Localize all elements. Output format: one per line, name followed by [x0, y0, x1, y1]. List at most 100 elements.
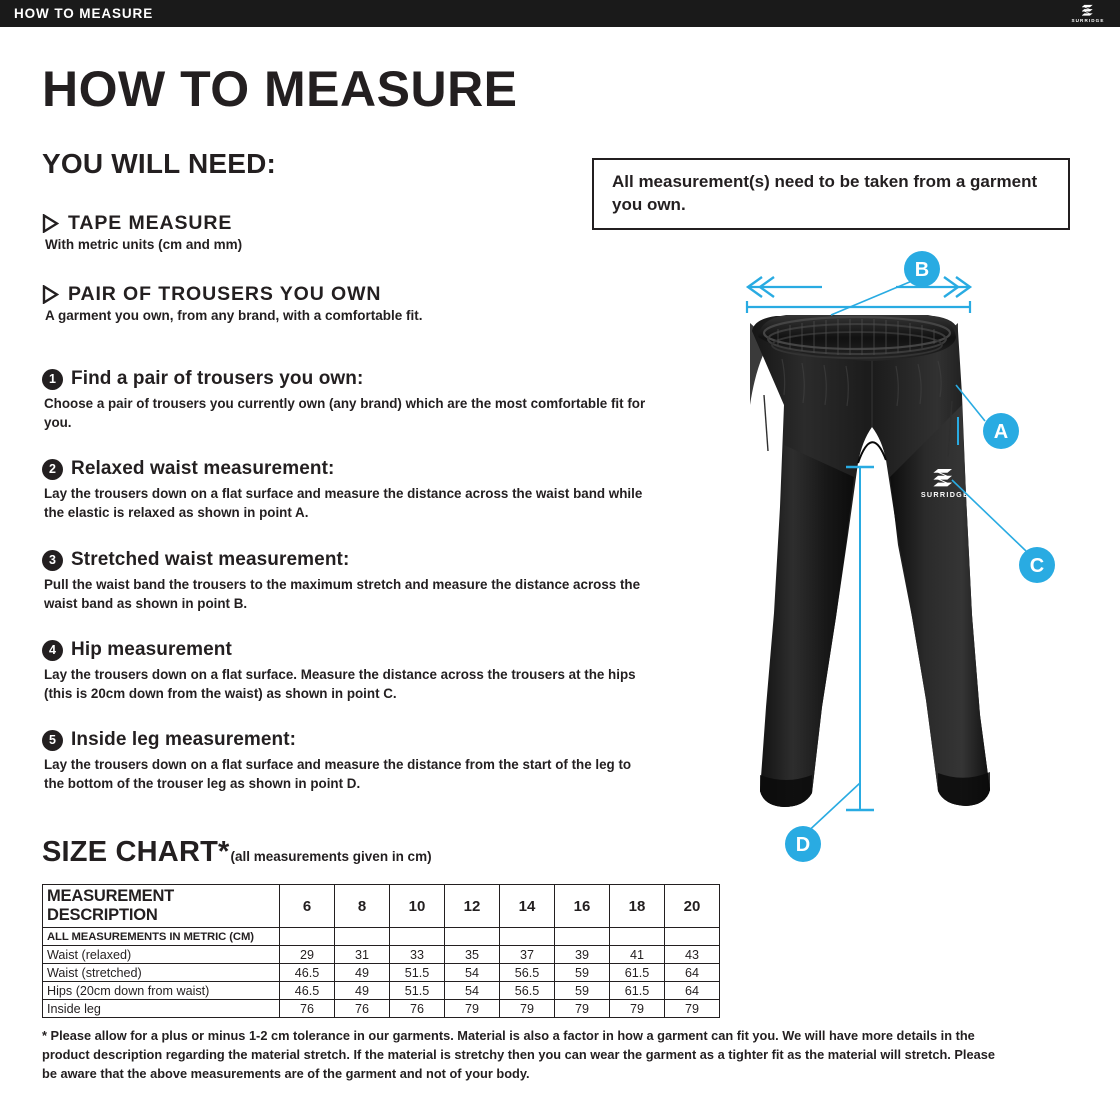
size-chart-note: (all measurements given in cm): [230, 849, 432, 864]
trousers-diagram-svg: SURRIDGE: [745, 251, 1055, 862]
cell-value: 46.5: [279, 963, 335, 982]
size-chart-table: MEASUREMENT DESCRIPTION 6 8 10 12 14 16 …: [42, 884, 720, 1018]
cell-value: 79: [609, 999, 665, 1018]
svg-text:C: C: [1030, 555, 1044, 577]
step-4: 4 Hip measurement Lay the trousers down …: [42, 639, 652, 703]
blank-cell: [389, 927, 445, 946]
cell-value: 41: [609, 945, 665, 964]
cell-value: 54: [444, 963, 500, 982]
need-item-trousers: PAIR OF TROUSERS YOU OWN A garment you o…: [42, 283, 423, 323]
step-body: Choose a pair of trousers you currently …: [44, 396, 646, 430]
blank-cell: [609, 927, 665, 946]
table-row-metric-note: ALL MEASUREMENTS IN METRIC (CM): [42, 927, 720, 946]
table-row: Hips (20cm down from waist) 46.5 49 51.5…: [42, 981, 720, 1000]
step-title: Inside leg measurement:: [71, 729, 297, 750]
cell-value: 43: [664, 945, 720, 964]
col-size-20: 20: [664, 884, 720, 928]
cell-value: 61.5: [609, 963, 665, 982]
cell-value: 46.5: [279, 981, 335, 1000]
metric-note-label: ALL MEASUREMENTS IN METRIC (CM): [42, 927, 280, 946]
marker-badge-a: A: [983, 413, 1019, 449]
col-size-8: 8: [334, 884, 390, 928]
col-size-12: 12: [444, 884, 500, 928]
cell-value: 51.5: [389, 963, 445, 982]
step-number-badge: 2: [42, 458, 63, 480]
marker-badge-b: B: [904, 251, 940, 287]
col-size-18: 18: [609, 884, 665, 928]
page-title: HOW TO MEASURE: [42, 61, 518, 117]
you-will-need-heading: YOU WILL NEED:: [42, 148, 277, 179]
svg-text:B: B: [915, 259, 929, 281]
step-title: Hip measurement: [71, 639, 232, 660]
col-size-10: 10: [389, 884, 445, 928]
measure-line-d: [801, 465, 874, 838]
surridge-logo: SURRIDGE: [1066, 2, 1110, 25]
need-item-tape-measure: TAPE MEASURE With metric units (cm and m…: [42, 212, 242, 252]
cell-value: 76: [334, 999, 390, 1018]
col-size-14: 14: [499, 884, 555, 928]
step-body: Pull the waist band the trousers to the …: [44, 577, 641, 611]
cell-value: 61.5: [609, 981, 665, 1000]
row-label: Waist (relaxed): [42, 945, 280, 964]
need-item-title: TAPE MEASURE: [68, 212, 233, 234]
cell-value: 79: [554, 999, 610, 1018]
svg-text:A: A: [994, 421, 1008, 443]
row-label: Waist (stretched): [42, 963, 280, 982]
cell-value: 64: [664, 963, 720, 982]
marker-badge-d: D: [785, 826, 821, 862]
table-row: Inside leg 76 76 76 79 79 79 79 79: [42, 999, 720, 1018]
cell-value: 79: [499, 999, 555, 1018]
step-number-badge: 4: [42, 639, 63, 661]
step-2: 2 Relaxed waist measurement: Lay the tro…: [42, 458, 652, 522]
table-header-row: MEASUREMENT DESCRIPTION 6 8 10 12 14 16 …: [42, 884, 720, 928]
cell-value: 49: [334, 981, 390, 1000]
cell-value: 37: [499, 945, 555, 964]
step-body: Lay the trousers down on a flat surface …: [44, 757, 632, 791]
blank-cell: [444, 927, 500, 946]
cell-value: 64: [664, 981, 720, 1000]
table-row: Waist (relaxed) 29 31 33 35 37 39 41 43: [42, 945, 720, 964]
blank-cell: [664, 927, 720, 946]
measure-leader-c: [951, 479, 1027, 552]
step-title: Relaxed waist measurement:: [71, 458, 335, 479]
need-item-sub: A garment you own, from any brand, with …: [45, 308, 423, 323]
step-body: Lay the trousers down on a flat surface.…: [44, 667, 636, 701]
cell-value: 35: [444, 945, 500, 964]
callout-box: All measurement(s) need to be taken from…: [592, 158, 1070, 230]
step-body: Lay the trousers down on a flat surface …: [44, 486, 643, 520]
blank-cell: [554, 927, 610, 946]
header-title: HOW TO MEASURE: [14, 6, 154, 21]
cell-value: 49: [334, 963, 390, 982]
cell-value: 56.5: [499, 981, 555, 1000]
row-label: Inside leg: [42, 999, 280, 1018]
measurement-annotations: [745, 276, 1027, 838]
cell-value: 33: [389, 945, 445, 964]
cell-value: 59: [554, 981, 610, 1000]
cell-value: 51.5: [389, 981, 445, 1000]
step-5: 5 Inside leg measurement: Lay the trouse…: [42, 729, 652, 793]
blank-cell: [499, 927, 555, 946]
triangle-bullet-icon: [42, 214, 59, 233]
step-title: Find a pair of trousers you own:: [71, 368, 364, 389]
cell-value: 31: [334, 945, 390, 964]
size-chart-heading: SIZE CHART* (all measurements given in c…: [42, 836, 432, 869]
need-item-sub: With metric units (cm and mm): [45, 237, 243, 252]
callout-text: All measurement(s) need to be taken from…: [612, 172, 1038, 214]
step-number-badge: 1: [42, 368, 63, 390]
cell-value: 76: [389, 999, 445, 1018]
col-measurement-description: MEASUREMENT DESCRIPTION: [42, 884, 280, 928]
row-label: Hips (20cm down from waist): [42, 981, 280, 1000]
cell-value: 29: [279, 945, 335, 964]
size-chart-title: SIZE CHART*: [42, 836, 230, 868]
need-item-title: PAIR OF TROUSERS YOU OWN: [68, 283, 382, 305]
table-row: Waist (stretched) 46.5 49 51.5 54 56.5 5…: [42, 963, 720, 982]
trousers-measurement-diagram: SURRIDGE: [690, 245, 1090, 865]
blank-cell: [334, 927, 390, 946]
svg-text:D: D: [796, 834, 810, 856]
size-chart-footnote: * Please allow for a plus or minus 1-2 c…: [42, 1028, 995, 1082]
step-number-badge: 5: [42, 729, 63, 751]
trousers-illustration: SURRIDGE: [750, 315, 990, 807]
triangle-bullet-icon: [42, 285, 59, 304]
cell-value: 79: [444, 999, 500, 1018]
